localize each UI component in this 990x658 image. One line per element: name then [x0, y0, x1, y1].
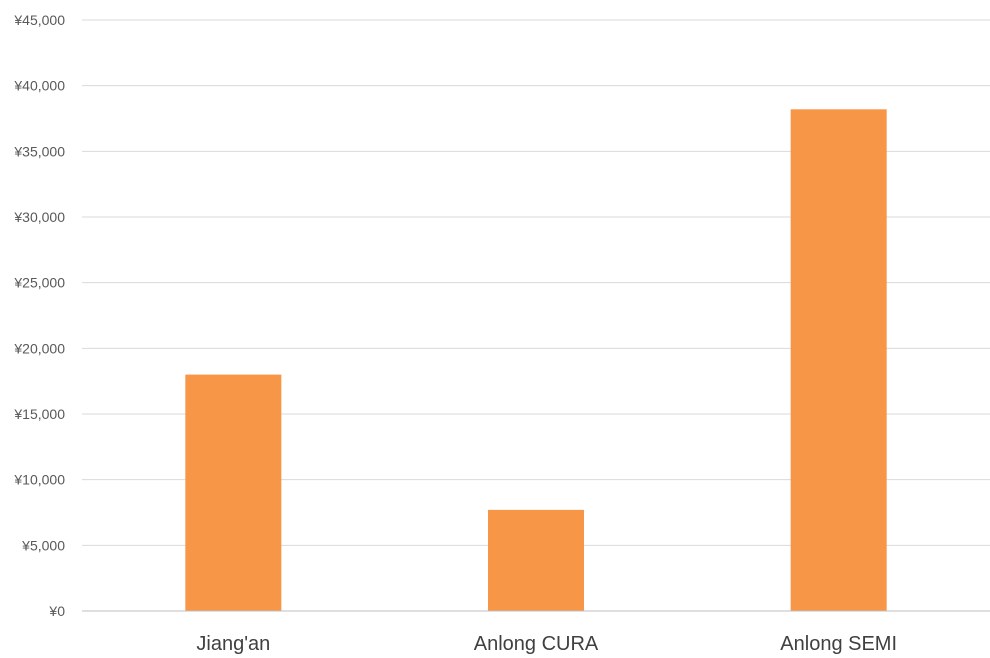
- bar: [185, 374, 282, 611]
- y-tick-label: ¥40,000: [13, 78, 65, 94]
- x-tick-label: Anlong CURA: [474, 633, 599, 655]
- x-tick-label: Jiang'an: [196, 633, 270, 655]
- bar: [790, 109, 887, 611]
- y-tick-label: ¥10,000: [13, 472, 65, 488]
- bar: [488, 509, 584, 611]
- y-tick-label: ¥35,000: [13, 143, 65, 159]
- y-tick-label: ¥0: [48, 603, 65, 619]
- y-axis-tick-labels: ¥0 ¥5,000 ¥10,000 ¥15,000 ¥20,000 ¥25,000 ¥30,…: [13, 12, 65, 619]
- bars: [185, 109, 887, 611]
- y-tick-label: ¥5,000: [21, 537, 65, 553]
- y-tick-label: ¥45,000: [13, 12, 65, 28]
- y-tick-label: ¥20,000: [13, 340, 65, 356]
- x-tick-label: Anlong SEMI: [780, 633, 897, 655]
- x-axis-category-labels: Jiang'an Anlong CURA Anlong SEMI: [196, 633, 897, 655]
- y-tick-label: ¥15,000: [13, 406, 65, 422]
- y-tick-label: ¥25,000: [13, 275, 65, 291]
- y-tick-label: ¥30,000: [13, 209, 65, 225]
